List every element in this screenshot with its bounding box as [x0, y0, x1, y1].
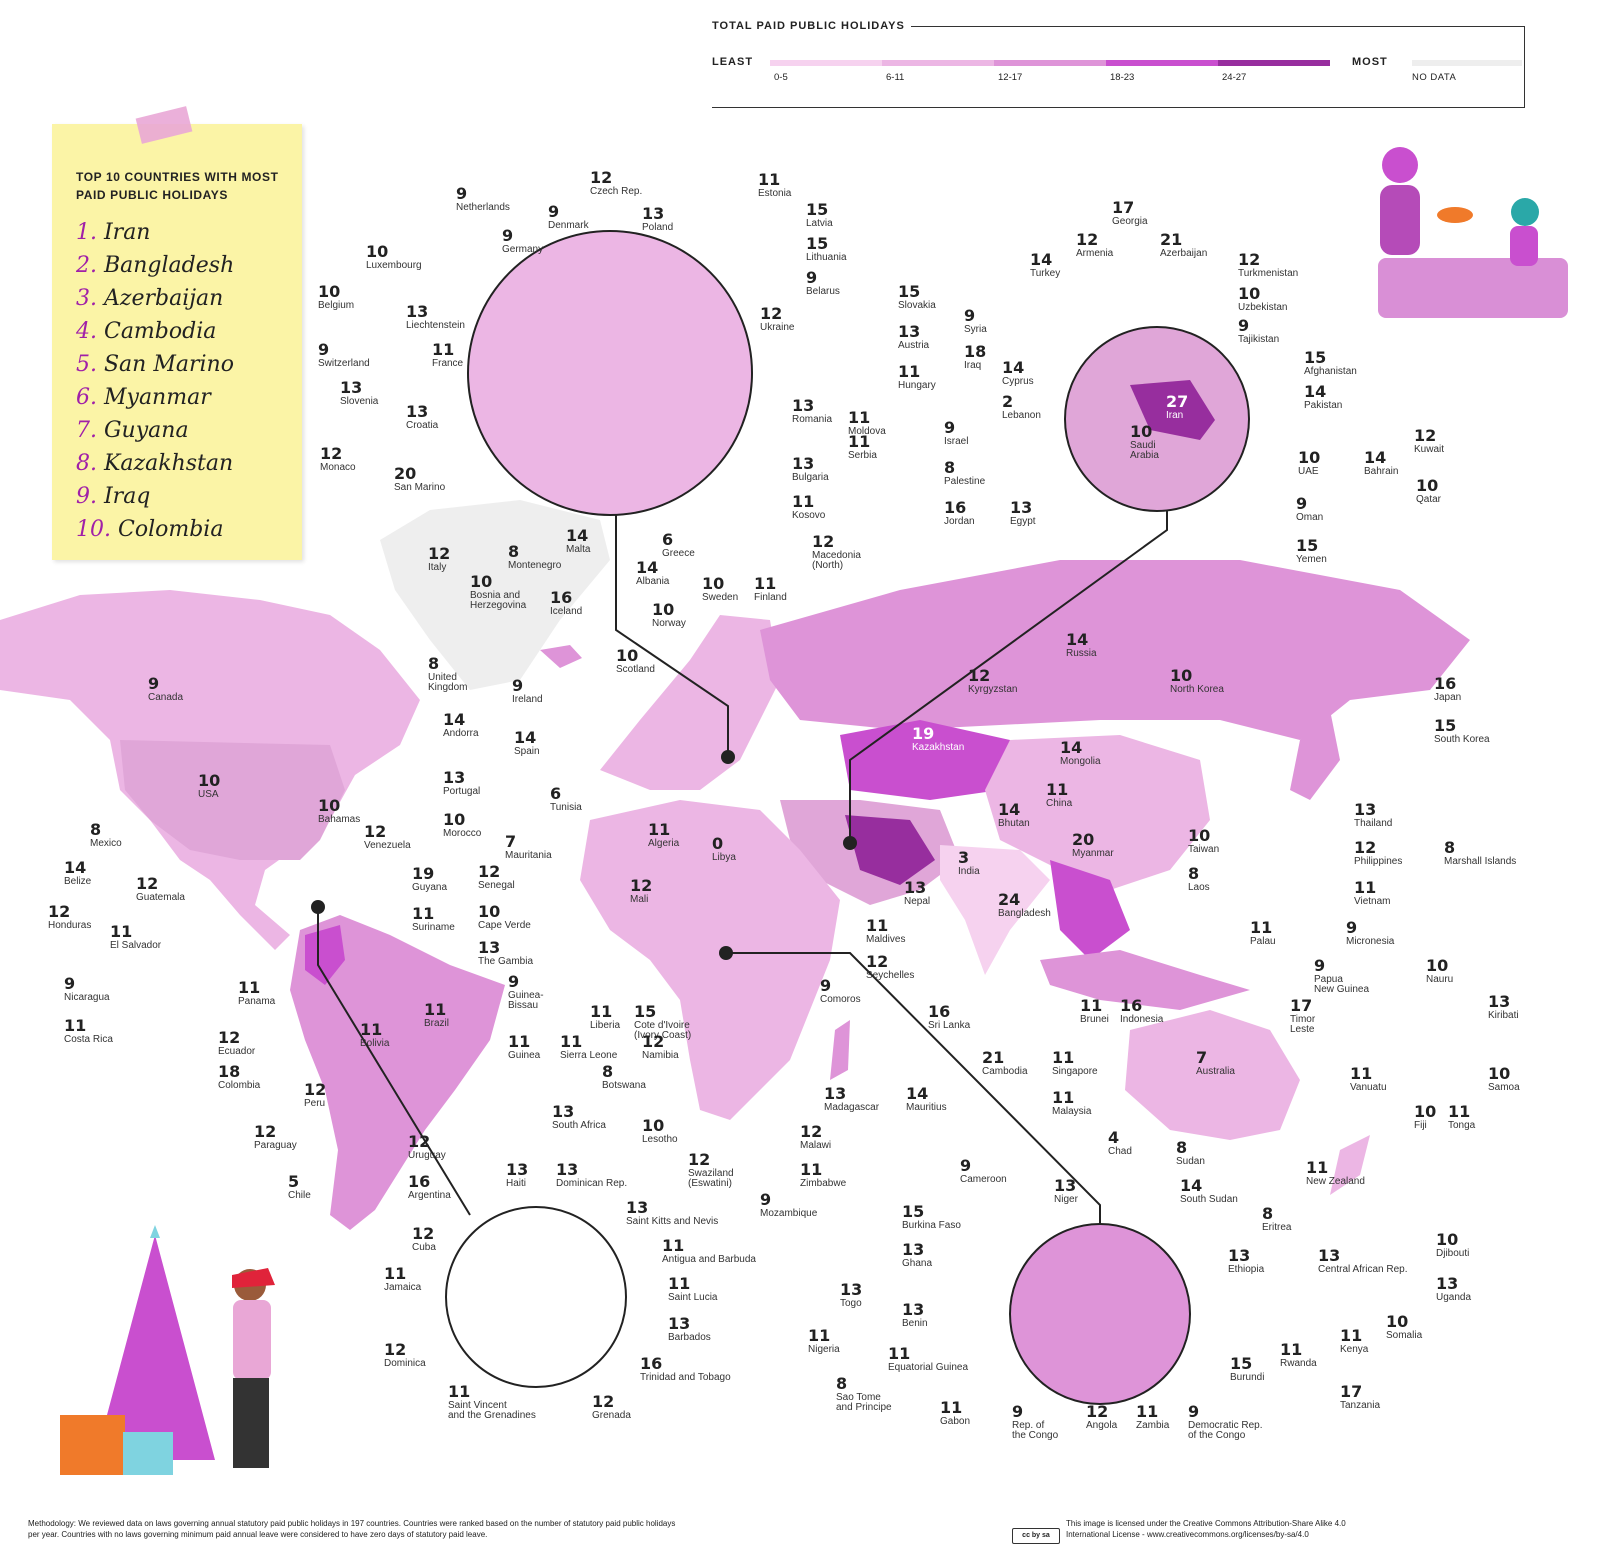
top10-item: 8. Kazakhstan	[76, 447, 234, 480]
top10-rank: 5.	[76, 352, 104, 377]
top10-country: Azerbaijan	[103, 286, 224, 311]
top10-rank: 10.	[76, 517, 118, 542]
top10-rank: 4.	[76, 319, 104, 344]
se-asia-shape	[1050, 860, 1130, 960]
top10-item: 1. Iran	[76, 216, 234, 249]
top10-country: Kazakhstan	[103, 451, 234, 476]
top10-country: Myanmar	[103, 385, 211, 410]
top10-rank: 8.	[76, 451, 104, 476]
legend-least-label: LEAST	[712, 56, 754, 68]
japan-shape	[1290, 710, 1340, 800]
europe-connector	[615, 515, 729, 756]
new-zealand-shape	[1330, 1135, 1370, 1195]
europe-dot	[721, 750, 735, 764]
top10-list: 1. Iran 2. Bangladesh 3. Azerbaijan 4. Camb…	[76, 216, 234, 546]
top10-rank: 6.	[76, 385, 104, 410]
top10-item: 4. Cambodia	[76, 315, 234, 348]
top10-rank: 2.	[76, 253, 104, 278]
top10-item: 7. Guyana	[76, 414, 234, 447]
legend-most-label: MOST	[1352, 56, 1388, 68]
usa-shape	[120, 740, 345, 860]
top10-country: Guyana	[103, 418, 189, 443]
legend-no-data-label: NO DATA	[1412, 72, 1457, 83]
china-shape	[985, 735, 1210, 890]
legend-bin-2	[994, 60, 1106, 66]
top10-country: Cambodia	[103, 319, 217, 344]
legend-bin-label: 24-27	[1222, 72, 1247, 83]
top10-country: Iraq	[103, 484, 151, 509]
australia-shape	[1125, 1010, 1300, 1140]
caribbean-connector	[317, 906, 471, 1216]
legend-bin-0	[770, 60, 882, 66]
license-text: This image is licensed under the Creativ…	[1066, 1519, 1346, 1539]
europe-shape	[600, 615, 780, 790]
top10-country: San Marino	[103, 352, 234, 377]
legend-bin-label: 12-17	[998, 72, 1023, 83]
top10-item: 5. San Marino	[76, 348, 234, 381]
legend-bin-label: 6-11	[886, 72, 905, 83]
africa-dot	[719, 946, 733, 960]
africa-shape	[580, 800, 840, 1120]
top10-item: 10. Colombia	[76, 513, 234, 546]
caribbean-dot	[311, 900, 325, 914]
madagascar-shape	[830, 1020, 850, 1080]
legend-bin-label: 0-5	[774, 72, 788, 83]
russia-shape	[760, 560, 1470, 740]
caribbean-zoom-circle	[445, 1206, 627, 1388]
greenland-shape	[380, 500, 610, 690]
south-america-shape	[290, 915, 505, 1230]
europe-zoom-circle	[467, 230, 753, 516]
top10-country: Colombia	[117, 517, 224, 542]
top10-country: Bangladesh	[103, 253, 235, 278]
kazakhstan-shape	[840, 720, 1010, 800]
legend-bin-label: 18-23	[1110, 72, 1135, 83]
legend: TOTAL PAID PUBLIC HOLIDAYS LEAST 0-5 6-1…	[712, 20, 1532, 108]
iran-shape	[845, 815, 935, 885]
legend-bin-3	[1106, 60, 1218, 66]
dinner-illustration	[1378, 147, 1568, 318]
legend-title: TOTAL PAID PUBLIC HOLIDAYS	[712, 20, 911, 32]
top10-rank: 7.	[76, 418, 104, 443]
christmas-tree-illustration	[60, 1225, 275, 1475]
africa-connector	[726, 952, 1101, 1224]
africa-zoom-circle	[1009, 1223, 1191, 1405]
colombia-shape	[305, 925, 345, 985]
legend-no-data-swatch	[1412, 60, 1522, 66]
top10-note: TOP 10 COUNTRIES WITH MOST PAID PUBLIC H…	[52, 124, 302, 560]
legend-frame	[712, 26, 1525, 108]
top10-rank: 9.	[76, 484, 104, 509]
legend-bin-4	[1218, 60, 1330, 66]
iran-zoom-shape	[1130, 380, 1215, 440]
top10-item: 9. Iraq	[76, 480, 234, 513]
top10-item: 3. Azerbaijan	[76, 282, 234, 315]
top10-rank: 3.	[76, 286, 104, 311]
top10-country: Iran	[103, 220, 151, 245]
iceland-shape	[540, 645, 582, 668]
legend-bin-1	[882, 60, 994, 66]
cc-license-badge: cc by sa	[1012, 1528, 1060, 1544]
top10-rank: 1.	[76, 220, 104, 245]
middle-east-connector	[849, 511, 1168, 842]
methodology-text: Methodology: We reviewed data on laws go…	[28, 1519, 676, 1539]
indonesia-shape	[1040, 950, 1250, 1010]
top10-item: 2. Bangladesh	[76, 249, 234, 282]
top10-title: TOP 10 COUNTRIES WITH MOST PAID PUBLIC H…	[76, 170, 279, 202]
middle-east-dot	[843, 836, 857, 850]
top10-item: 6. Myanmar	[76, 381, 234, 414]
india-shape	[940, 845, 1050, 975]
